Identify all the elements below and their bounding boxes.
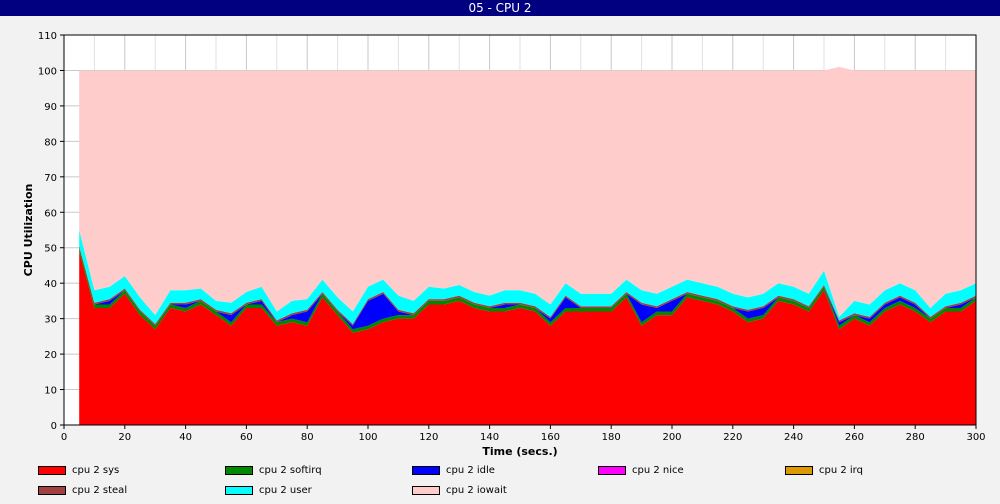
legend-label: cpu 2 sys bbox=[72, 465, 120, 476]
legend-swatch bbox=[225, 486, 253, 495]
legend-swatch bbox=[412, 486, 440, 495]
legend-label: cpu 2 user bbox=[259, 485, 312, 496]
y-tick-label: 80 bbox=[44, 137, 57, 148]
x-axis-label: Time (secs.) bbox=[482, 445, 557, 458]
cpu-utilization-chart: 0 20 40 60 80 100 120 140 160 180 200 220 240 260 280 3… bbox=[22, 31, 986, 458]
y-tick-label: 40 bbox=[44, 279, 57, 290]
legend-swatch bbox=[785, 466, 813, 475]
plot-frame bbox=[63, 34, 977, 426]
x-tick-label: 100 bbox=[358, 432, 377, 443]
x-tick-label: 300 bbox=[966, 432, 985, 443]
legend-label: cpu 2 irq bbox=[819, 465, 863, 476]
window-title: 05 - CPU 2 bbox=[0, 0, 1000, 16]
x-tick-label: 240 bbox=[784, 432, 803, 443]
y-tick-label: 110 bbox=[38, 31, 57, 42]
legend-swatch bbox=[38, 466, 66, 475]
area-cpu-2-iowait bbox=[79, 66, 976, 317]
area-cpu-2-sys bbox=[79, 251, 976, 425]
legend-swatch bbox=[412, 466, 440, 475]
x-tick-label: 20 bbox=[118, 432, 131, 443]
x-tick-label: 80 bbox=[301, 432, 314, 443]
legend-label: cpu 2 steal bbox=[72, 485, 128, 496]
x-tick-label: 200 bbox=[662, 432, 681, 443]
y-tick-label: 10 bbox=[44, 386, 57, 397]
legend-label: cpu 2 softirq bbox=[259, 465, 322, 476]
x-tick-label: 260 bbox=[845, 432, 864, 443]
x-tick-label: 140 bbox=[480, 432, 499, 443]
x-tick-label: 0 bbox=[61, 432, 67, 443]
x-tick-label: 280 bbox=[906, 432, 925, 443]
y-tick-label: 0 bbox=[51, 421, 57, 432]
y-axis-label: CPU Utilization bbox=[22, 184, 35, 277]
y-tick-label: 60 bbox=[44, 208, 57, 219]
y-tick-label: 90 bbox=[44, 102, 57, 113]
y-tick-label: 30 bbox=[44, 315, 57, 326]
legend-label: cpu 2 iowait bbox=[446, 485, 507, 496]
legend-swatch bbox=[598, 466, 626, 475]
y-tick-label: 70 bbox=[44, 173, 57, 184]
x-tick-label: 180 bbox=[602, 432, 621, 443]
x-tick-label: 160 bbox=[541, 432, 560, 443]
chart-legend: cpu 2 sys cpu 2 softirq cpu 2 idle cpu 2 ni… bbox=[0, 462, 1000, 504]
y-tick-label: 50 bbox=[44, 244, 57, 255]
stacked-areas bbox=[79, 66, 976, 425]
y-axis-ticks: 0 10 20 30 40 50 60 70 80 90 100 110 bbox=[38, 31, 64, 432]
x-tick-label: 120 bbox=[419, 432, 438, 443]
y-tick-label: 20 bbox=[44, 350, 57, 361]
legend-label: cpu 2 idle bbox=[446, 465, 495, 476]
legend-swatch bbox=[38, 486, 66, 495]
x-tick-label: 220 bbox=[723, 432, 742, 443]
legend-label: cpu 2 nice bbox=[632, 465, 684, 476]
x-tick-label: 60 bbox=[240, 432, 253, 443]
x-axis-ticks: 0 20 40 60 80 100 120 140 160 180 200 220 240 260 280 3… bbox=[61, 425, 986, 443]
area-cpu-2-user bbox=[79, 230, 976, 324]
y-tick-label: 100 bbox=[38, 66, 57, 77]
x-tick-label: 40 bbox=[179, 432, 192, 443]
legend-swatch bbox=[225, 466, 253, 475]
